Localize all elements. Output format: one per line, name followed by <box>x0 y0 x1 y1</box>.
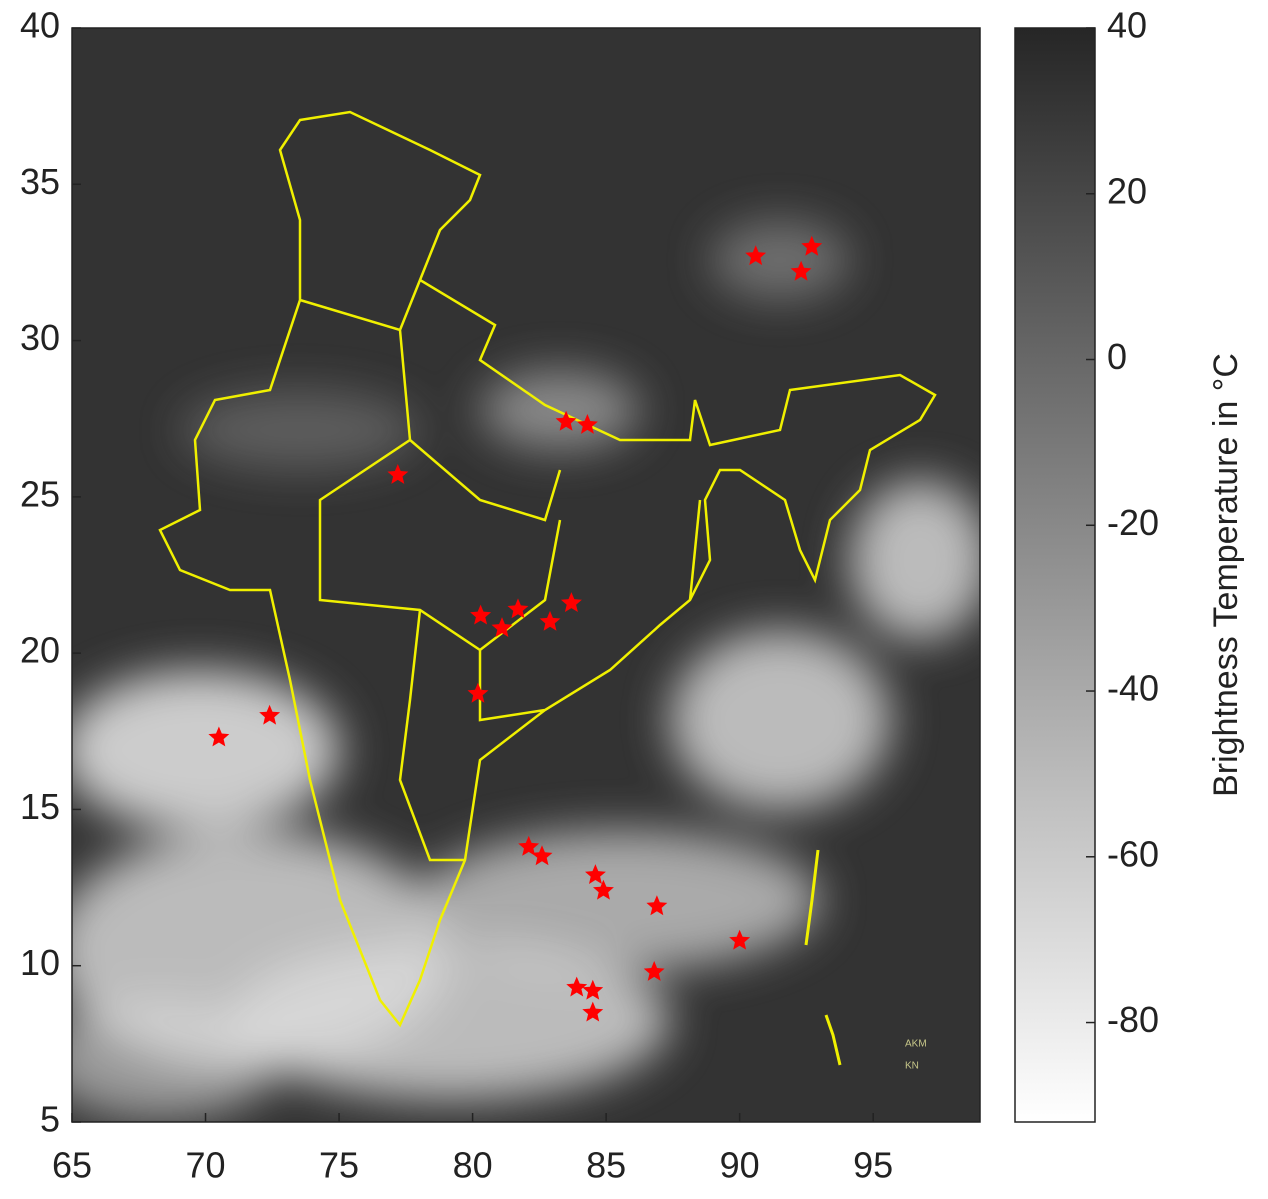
y-tick-label: 40 <box>20 5 60 46</box>
annotation: KN <box>905 1061 919 1072</box>
x-tick-label: 90 <box>720 1145 760 1186</box>
y-tick-label: 20 <box>20 630 60 671</box>
lightning-point <box>259 704 281 725</box>
y-tick-label: 15 <box>20 786 60 827</box>
lightning-point <box>593 879 614 900</box>
islands <box>804 849 842 1066</box>
colorbar-tick-label: -20 <box>1107 502 1159 543</box>
lightning-point <box>507 598 529 619</box>
lightning-point <box>467 682 489 703</box>
y-tick-label: 35 <box>20 161 60 202</box>
lightning-point <box>539 610 561 631</box>
lightning-point <box>582 979 604 1000</box>
lightning-point <box>582 1001 604 1022</box>
y-tick-label: 25 <box>20 473 60 514</box>
lightning-point <box>555 410 577 431</box>
colorbar: 40 20 0 -20 -40 -60 -80 Brightness Temperature … <box>1014 5 1245 1123</box>
lightning-point <box>208 726 230 747</box>
lightning-point <box>745 245 767 266</box>
colorbar-scale <box>1014 27 1096 1123</box>
lightning-point <box>643 961 665 981</box>
satellite-image <box>72 28 980 1122</box>
india-outline <box>158 110 937 1028</box>
colorbar-label: Brightness Temperature in °C <box>1207 353 1245 797</box>
x-tick-label: 65 <box>52 1145 92 1186</box>
colorbar-tick-label: -60 <box>1107 833 1159 874</box>
colorbar-tick-label: 40 <box>1107 5 1147 46</box>
colorbar-tick-label: 20 <box>1107 170 1147 211</box>
lightning-point <box>801 235 823 256</box>
colorbar-tick-label: 0 <box>1107 336 1127 377</box>
x-tick-label: 85 <box>586 1145 626 1186</box>
y-tick-label: 10 <box>20 942 60 983</box>
lightning-point <box>790 260 812 281</box>
lightning-point <box>585 864 606 884</box>
lightning-point <box>531 845 553 866</box>
annotation: AKM <box>905 1039 927 1050</box>
lightning-point <box>566 976 588 997</box>
x-tick-label: 70 <box>186 1145 226 1186</box>
y-tick-label: 5 <box>40 1099 60 1140</box>
lightning-point <box>560 592 582 612</box>
lightning-point <box>577 414 598 434</box>
lightning-point <box>646 895 668 916</box>
x-tick-label: 75 <box>319 1145 359 1186</box>
lightning-point <box>491 617 513 637</box>
plot-frame <box>71 27 981 1123</box>
lightning-point <box>729 929 751 950</box>
colorbar-tick-label: -80 <box>1107 999 1159 1040</box>
lightning-point <box>518 835 540 856</box>
lightning-point <box>387 464 409 484</box>
x-tick-label: 80 <box>453 1145 493 1186</box>
y-tick-label: 30 <box>20 317 60 358</box>
x-tick-label: 95 <box>853 1145 893 1186</box>
colorbar-tick-label: -40 <box>1107 668 1159 709</box>
lightning-point <box>470 604 492 625</box>
